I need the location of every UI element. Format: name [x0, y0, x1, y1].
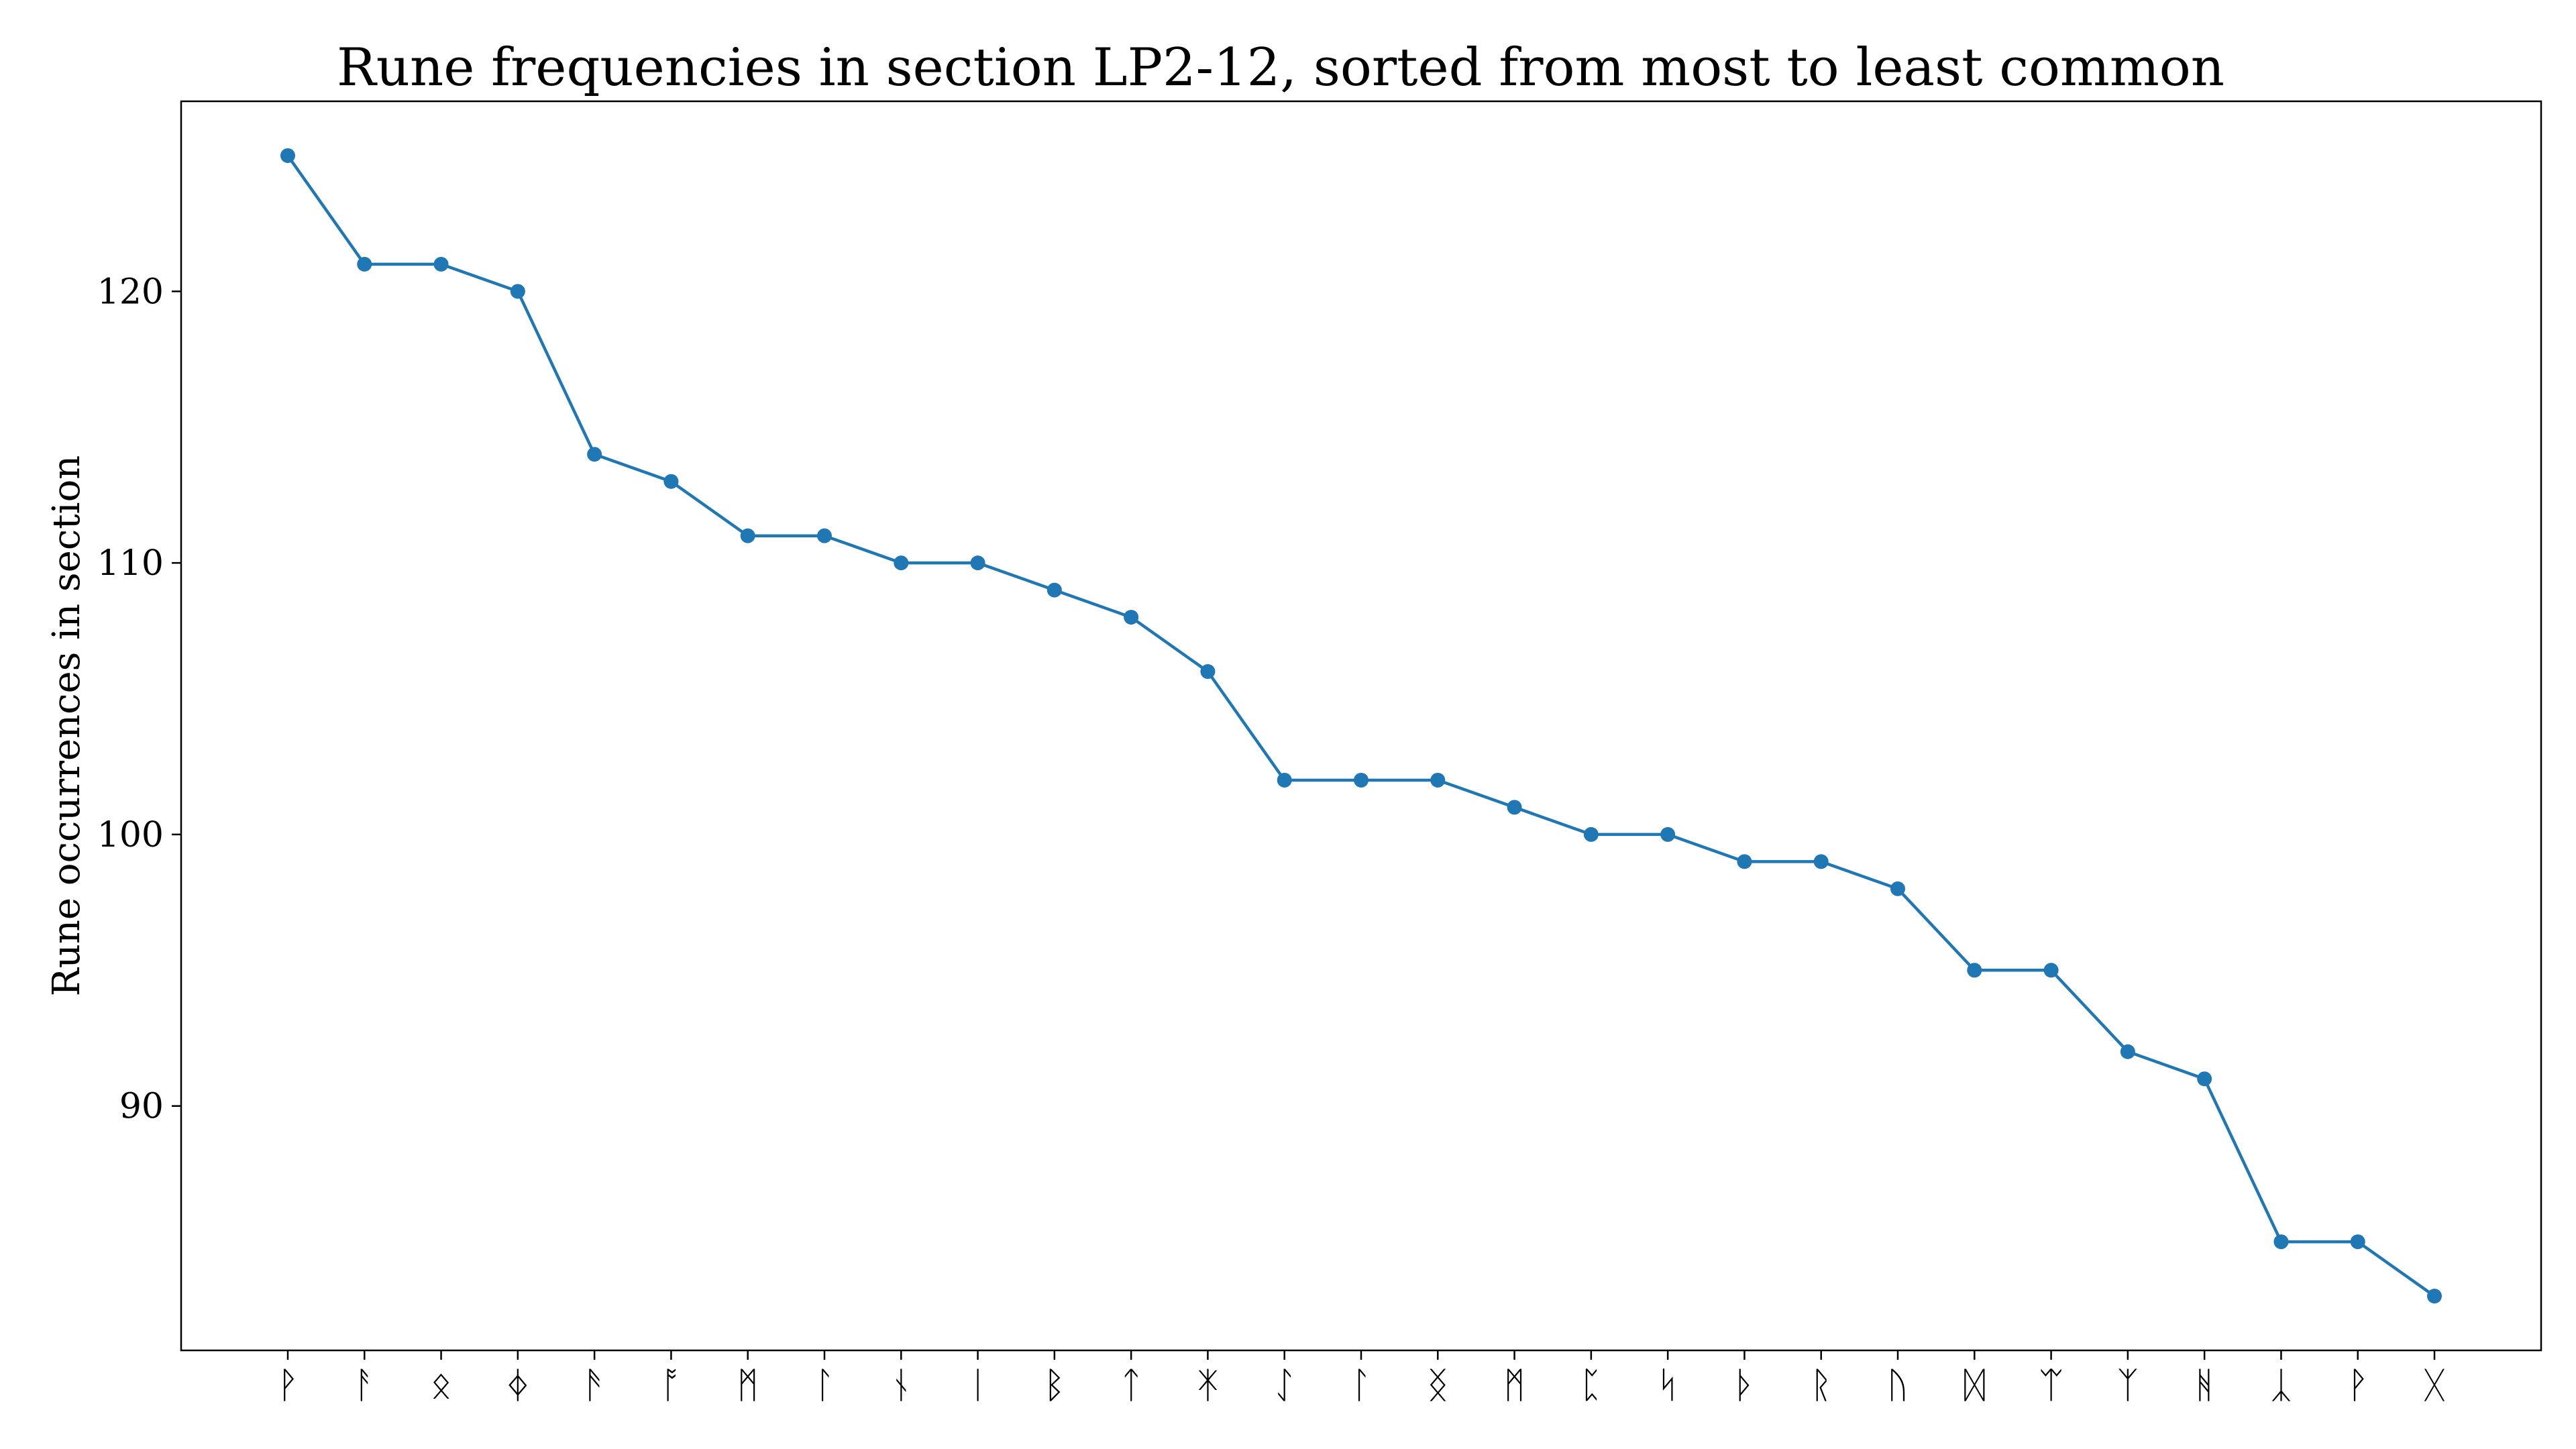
data-point [1277, 772, 1292, 788]
data-point [2197, 1071, 2212, 1087]
x-tick-label: ᛚ [814, 1364, 835, 1406]
x-tick-label: ᛗ [737, 1364, 759, 1406]
y-tick-label: 90 [119, 1087, 164, 1127]
x-tick-label: ᛁ [967, 1364, 988, 1406]
x-tick-label: ᛄ [507, 1364, 529, 1406]
data-point [280, 148, 295, 163]
y-tick-label: 100 [97, 815, 164, 855]
series-markers [280, 148, 2442, 1304]
x-tick-label: ᛡ [1197, 1364, 1218, 1406]
data-point [1813, 854, 1829, 869]
data-point [740, 528, 755, 543]
x-tick-label: ᚻ [2194, 1364, 2215, 1406]
y-tick-label: 120 [97, 272, 164, 312]
data-point [1660, 826, 1676, 842]
data-point [2120, 1044, 2135, 1059]
x-tick-label: ᚷ [2424, 1364, 2445, 1406]
x-tick-label: ᛗ [1503, 1364, 1525, 1406]
x-tick-label: ᛏ [1120, 1364, 1142, 1406]
data-point [1507, 800, 1522, 815]
data-point [894, 555, 909, 571]
data-point [1200, 664, 1216, 680]
x-tick-label: ᛚ [1350, 1364, 1372, 1406]
x-tick-label: ᛇ [1274, 1364, 1295, 1406]
data-point [817, 528, 832, 543]
y-axis-ticks: 90 100 110 120 [97, 272, 181, 1127]
data-point [1354, 772, 1368, 788]
x-tick-label: ᚾ [890, 1364, 912, 1406]
data-point [1583, 826, 1599, 842]
x-tick-label: ᚩ [660, 1364, 682, 1406]
x-tick-label: ᛝ [1427, 1364, 1448, 1406]
x-tick-label: ᚫ [584, 1364, 605, 1406]
data-point [2427, 1289, 2442, 1304]
data-point [510, 284, 525, 299]
x-tick-label: ᛠ [2040, 1364, 2061, 1406]
x-tick-label: ᛈ [1580, 1364, 1602, 1406]
data-point [970, 555, 985, 571]
x-tick-label: ᛟ [430, 1364, 451, 1406]
data-point [357, 256, 372, 272]
data-point [1967, 963, 1982, 978]
x-tick-label: ᚦ [1733, 1364, 1755, 1406]
plot-frame [180, 100, 2542, 1352]
x-tick-label: ᛞ [1964, 1364, 1985, 1406]
data-point [1046, 582, 1062, 598]
x-tick-label: ᚹ [2347, 1364, 2369, 1406]
data-point [2273, 1234, 2289, 1250]
x-tick-label: ᛣ [2270, 1364, 2292, 1406]
y-tick-label: 110 [97, 543, 164, 584]
data-point [2043, 963, 2059, 978]
y-axis-label: Rune occurrences in section [45, 455, 89, 997]
x-tick-label: ᚹ [277, 1364, 299, 1406]
chart-title: Rune frequencies in section LP2-12, sort… [337, 38, 2224, 98]
x-tick-label: ᚢ [1887, 1364, 1909, 1406]
x-tick-label: ᛉ [2117, 1364, 2139, 1406]
data-point [1124, 610, 1139, 625]
data-point [1890, 881, 1905, 896]
data-point [2350, 1234, 2365, 1250]
x-tick-label: ᛋ [1657, 1364, 1678, 1406]
x-tick-label: ᚱ [1811, 1364, 1832, 1406]
data-point [1737, 854, 1752, 869]
x-tick-label: ᚨ [354, 1364, 375, 1406]
data-point [663, 474, 679, 489]
data-point [433, 256, 449, 272]
data-point [1430, 772, 1446, 788]
x-tick-label: ᛒ [1044, 1364, 1065, 1406]
data-point [587, 447, 602, 462]
